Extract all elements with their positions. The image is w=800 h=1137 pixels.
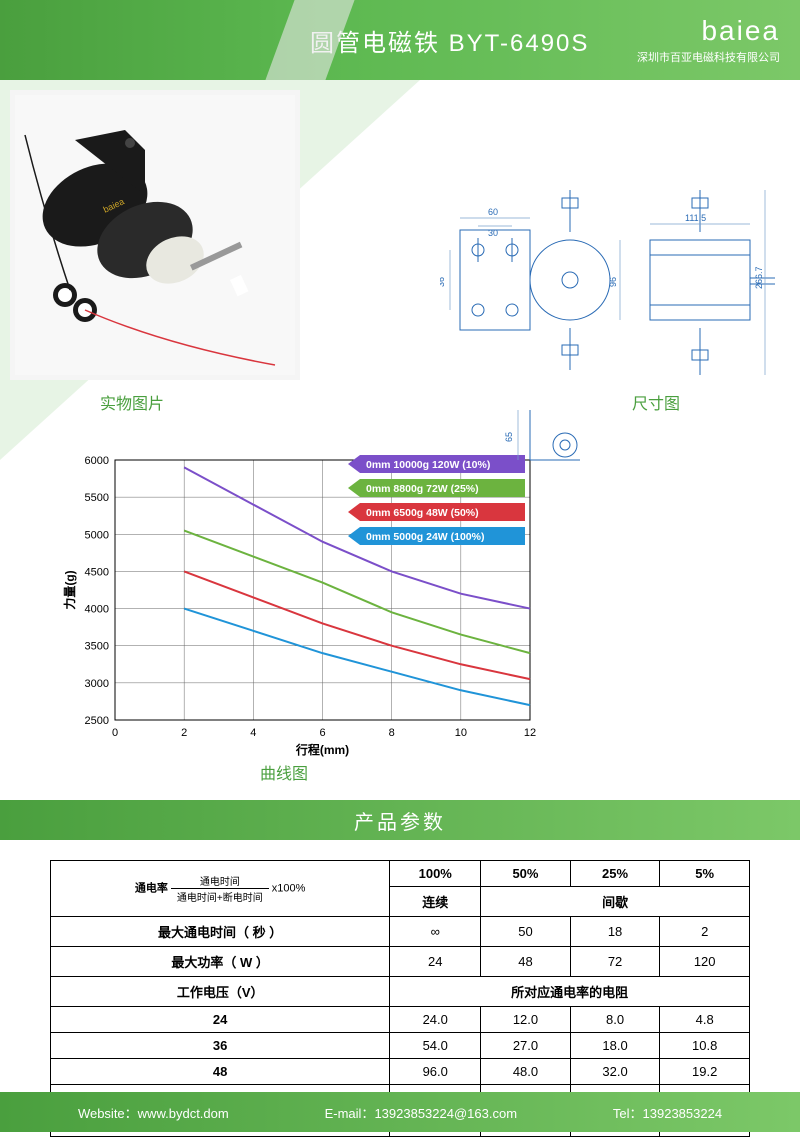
force-stroke-chart: 2500 3000 3500 4000 4500 5000 5500 6000 0 2 4 6 8 10 1… [60, 450, 540, 760]
svg-text:36: 36 [440, 277, 446, 287]
svg-text:4500: 4500 [85, 566, 109, 578]
table-cell: 18.0 [570, 1033, 660, 1059]
svg-text:0: 0 [112, 727, 118, 739]
table-cell: 8.0 [570, 1007, 660, 1033]
table-cell: 2 [660, 917, 750, 947]
table-cell: 24.0 [390, 1007, 481, 1033]
svg-text:力量(g): 力量(g) [62, 570, 77, 609]
svg-text:2: 2 [181, 727, 187, 739]
table-cell: 24 [51, 1007, 390, 1033]
page-header: 圆管电磁铁 BYT-6490S baiea 深圳市百亚电磁科技有限公司 [0, 0, 800, 80]
product-photo: baiea [10, 90, 300, 380]
svg-text:3500: 3500 [85, 641, 109, 653]
company-name: 深圳市百亚电磁科技有限公司 [637, 49, 780, 65]
table-cell: 所对应通电率的电阻 [390, 977, 750, 1007]
table-cell: 120 [660, 947, 750, 977]
table-cell: 连续 [390, 887, 481, 917]
table-cell: 27.0 [481, 1033, 571, 1059]
svg-text:6: 6 [319, 727, 325, 739]
table-cell: 最大功率（ W ） [51, 947, 390, 977]
table-cell: 36 [51, 1033, 390, 1059]
table-cell: 4.8 [660, 1007, 750, 1033]
svg-text:65: 65 [504, 432, 514, 442]
svg-text:6000: 6000 [85, 455, 109, 467]
table-cell: 工作电压（V） [51, 977, 390, 1007]
footer-tel: Tel：13923853224 [613, 1103, 722, 1122]
table-cell: 54.0 [390, 1033, 481, 1059]
dimension-caption: 尺寸图 [632, 390, 680, 414]
svg-text:0mm 6500g 48W (50%): 0mm 6500g 48W (50%) [366, 507, 479, 519]
svg-text:0mm 5000g 24W (100%): 0mm 5000g 24W (100%) [366, 531, 484, 543]
svg-text:4: 4 [250, 727, 256, 739]
svg-text:行程(mm): 行程(mm) [295, 742, 349, 757]
table-cell: 25% [570, 861, 660, 887]
page-footer: Website：www.bydct.dom E-mail：13923853224… [0, 1092, 800, 1132]
table-cell: ∞ [390, 917, 481, 947]
table-cell: 最大通电时间（ 秒 ） [51, 917, 390, 947]
logo-text: baiea [637, 15, 780, 47]
table-cell: 通电率 通电时间通电时间+断电时间 x100% [51, 861, 390, 917]
table-cell: 12.0 [481, 1007, 571, 1033]
table-cell: 48.0 [481, 1059, 571, 1085]
table-cell: 间歇 [481, 887, 750, 917]
svg-text:3000: 3000 [85, 678, 109, 690]
table-cell: 10.8 [660, 1033, 750, 1059]
table-cell: 100% [390, 861, 481, 887]
svg-text:60: 60 [488, 207, 498, 217]
table-cell: 19.2 [660, 1059, 750, 1085]
svg-text:2500: 2500 [85, 715, 109, 727]
svg-text:111.5: 111.5 [685, 213, 706, 223]
svg-text:5000: 5000 [85, 529, 109, 541]
svg-text:5500: 5500 [85, 492, 109, 504]
svg-text:266.7: 266.7 [754, 266, 764, 289]
photo-caption: 实物图片 [100, 390, 164, 414]
table-cell: 18 [570, 917, 660, 947]
params-section-bar: 产品参数 [0, 800, 800, 840]
footer-email: E-mail：13923853224@163.com [325, 1103, 517, 1122]
table-cell: 72 [570, 947, 660, 977]
table-cell: 24 [390, 947, 481, 977]
svg-text:12: 12 [524, 727, 536, 739]
dimension-drawing: 60 30 36 96 111.5 266.7 65 [440, 170, 780, 470]
product-title: 圆管电磁铁 BYT-6490S [310, 23, 589, 58]
svg-text:4000: 4000 [85, 604, 109, 616]
table-cell: 50% [481, 861, 571, 887]
table-cell: 50 [481, 917, 571, 947]
svg-text:10: 10 [455, 727, 467, 739]
table-cell: 5% [660, 861, 750, 887]
table-cell: 48 [51, 1059, 390, 1085]
table-cell: 32.0 [570, 1059, 660, 1085]
table-cell: 96.0 [390, 1059, 481, 1085]
svg-text:8: 8 [389, 727, 395, 739]
solenoid-illustration: baiea [15, 95, 295, 375]
svg-text:30: 30 [488, 228, 498, 238]
footer-website: Website：www.bydct.dom [78, 1103, 229, 1122]
svg-text:0mm 8800g 72W (25%): 0mm 8800g 72W (25%) [366, 483, 479, 495]
brand-block: baiea 深圳市百亚电磁科技有限公司 [637, 15, 780, 65]
chart-caption: 曲线图 [260, 760, 308, 784]
table-cell: 48 [481, 947, 571, 977]
svg-text:96: 96 [608, 277, 618, 287]
top-section: baiea 实物图片 [0, 80, 800, 460]
